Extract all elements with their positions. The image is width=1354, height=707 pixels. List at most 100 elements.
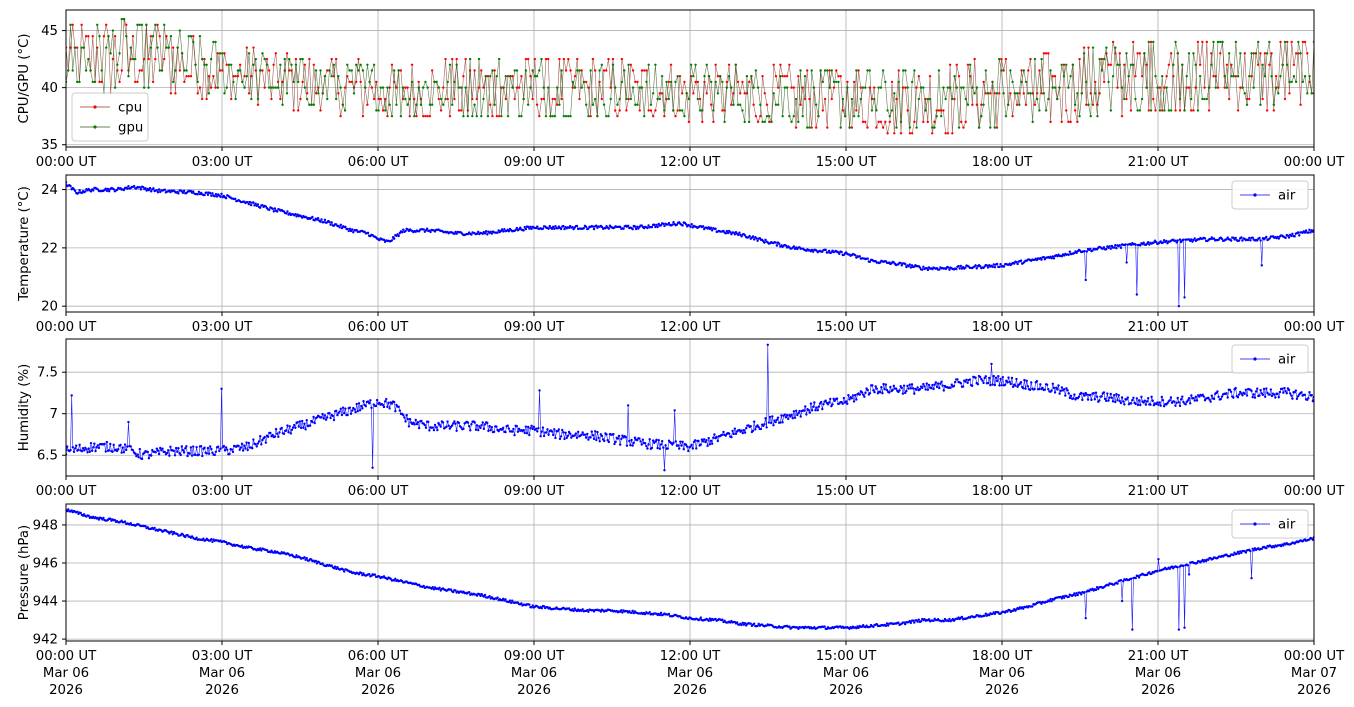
data-point	[265, 63, 269, 66]
data-point	[508, 599, 512, 602]
data-point	[1183, 626, 1186, 629]
data-point	[214, 86, 217, 89]
x-tick-label: 21:00 UT	[1128, 320, 1189, 335]
data-point	[1024, 103, 1028, 106]
data-point	[872, 389, 875, 392]
data-point	[163, 57, 166, 61]
data-point	[94, 449, 97, 453]
data-point	[890, 109, 894, 112]
data-point	[500, 428, 504, 431]
data-point	[1225, 392, 1228, 395]
data-point	[329, 416, 332, 420]
data-point	[1203, 237, 1207, 240]
data-point	[408, 97, 412, 101]
data-point	[1181, 63, 1184, 66]
data-point	[200, 57, 204, 61]
data-point	[796, 413, 799, 417]
data-point	[1216, 40, 1220, 44]
data-point	[448, 63, 452, 66]
data-point	[625, 444, 629, 447]
data-point	[524, 57, 528, 61]
data-point	[1290, 234, 1293, 238]
data-point	[705, 92, 708, 95]
data-point	[502, 426, 505, 430]
data-point	[638, 109, 641, 112]
data-point	[868, 69, 871, 72]
data-point	[933, 383, 936, 386]
data-point	[180, 52, 184, 55]
data-point	[582, 227, 586, 230]
data-point	[261, 52, 264, 55]
data-point	[268, 208, 271, 212]
data-point	[298, 420, 302, 423]
data-point	[468, 57, 472, 61]
data-point	[931, 383, 934, 387]
data-point	[451, 57, 454, 61]
data-point	[1301, 40, 1305, 44]
data-point	[502, 86, 505, 89]
data-point	[613, 442, 616, 446]
data-point	[909, 266, 913, 269]
data-point	[900, 386, 903, 390]
data-point	[91, 80, 94, 84]
data-point	[80, 191, 84, 195]
data-point	[749, 622, 752, 625]
data-point	[908, 126, 912, 129]
data-point	[1031, 120, 1034, 124]
data-point	[646, 447, 649, 450]
data-point	[1134, 243, 1137, 246]
data-point	[870, 109, 874, 112]
data-point	[1085, 103, 1088, 106]
data-point	[131, 449, 135, 452]
data-point	[1026, 385, 1030, 388]
data-point	[1109, 247, 1112, 250]
data-point	[511, 599, 514, 602]
data-point	[340, 226, 344, 230]
data-point	[382, 405, 386, 409]
data-point	[474, 428, 478, 431]
data-point	[636, 103, 639, 106]
data-point	[321, 92, 324, 95]
data-point	[165, 451, 169, 455]
data-point	[1263, 52, 1267, 55]
data-point	[1144, 403, 1148, 406]
data-point	[636, 438, 639, 442]
data-point	[761, 75, 764, 78]
data-point	[959, 264, 963, 268]
data-point	[993, 383, 997, 387]
x-tick-label: 06:00 UT	[348, 484, 409, 499]
data-point	[556, 227, 559, 230]
data-point	[1050, 389, 1053, 392]
data-point	[1134, 402, 1137, 406]
data-point	[528, 227, 531, 230]
data-point	[1081, 398, 1084, 402]
data-point	[171, 533, 174, 536]
data-point	[918, 266, 922, 269]
data-point	[78, 189, 81, 192]
data-point	[1194, 395, 1198, 399]
legend: air	[1231, 344, 1309, 374]
data-point	[551, 433, 555, 437]
data-point	[1292, 75, 1296, 78]
data-point	[192, 40, 195, 44]
data-point	[107, 190, 111, 193]
data-point	[325, 416, 329, 419]
data-point	[950, 383, 953, 386]
data-point	[631, 86, 635, 89]
data-point	[1100, 57, 1104, 61]
data-point	[1125, 52, 1128, 55]
data-point	[183, 69, 186, 72]
data-point	[1092, 392, 1095, 395]
data-point	[370, 406, 373, 409]
data-point	[364, 405, 367, 408]
data-point	[366, 63, 369, 66]
data-point	[536, 430, 539, 433]
data-point	[1082, 392, 1085, 396]
data-point	[873, 391, 876, 394]
data-point	[104, 46, 108, 49]
data-point	[708, 617, 712, 620]
data-point	[308, 424, 312, 427]
data-point	[1107, 584, 1110, 587]
data-point	[935, 385, 939, 389]
data-point	[1053, 75, 1057, 78]
